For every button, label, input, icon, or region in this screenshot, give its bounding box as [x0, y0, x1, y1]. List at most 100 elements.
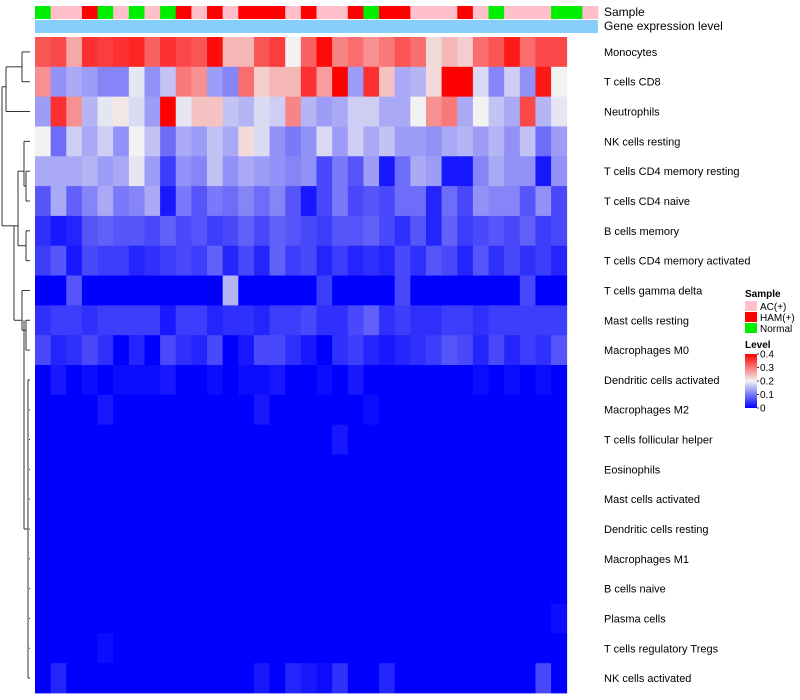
heatmap-cell — [160, 663, 177, 694]
heatmap-cell — [207, 484, 224, 515]
heatmap-cell — [551, 484, 568, 515]
heatmap-cell — [269, 454, 286, 485]
heatmap-cell — [425, 514, 443, 545]
heatmap-cell — [97, 543, 114, 575]
heatmap-cell — [316, 156, 333, 187]
heatmap-cell — [50, 484, 67, 515]
heatmap-cell — [441, 37, 458, 68]
heatmap-cell — [519, 663, 536, 694]
heatmap-cell — [253, 633, 270, 664]
heatmap-cell — [222, 335, 239, 366]
heatmap-cell — [379, 633, 396, 664]
heatmap-cell — [175, 394, 192, 426]
heatmap-cell — [66, 573, 83, 604]
heatmap-cell — [394, 573, 411, 604]
heatmap-cell — [191, 424, 208, 455]
heatmap-cell — [504, 394, 521, 426]
heatmap-cell — [347, 215, 364, 247]
heatmap-cell — [519, 126, 536, 157]
heatmap-cell — [519, 633, 536, 664]
row-label: Eosinophils — [604, 464, 661, 476]
heatmap-cell — [238, 305, 255, 336]
heatmap-cell — [551, 454, 568, 485]
heatmap-cell — [347, 96, 364, 127]
heatmap-cell — [347, 275, 364, 306]
heatmap-cell — [81, 365, 98, 396]
heatmap-cell — [97, 454, 114, 485]
heatmap-cell — [160, 394, 177, 426]
heatmap-cell — [238, 66, 255, 98]
heatmap-cell — [488, 424, 505, 455]
heatmap-cell — [97, 514, 114, 545]
heatmap-cell — [175, 156, 192, 187]
heatmap-cell — [425, 305, 443, 336]
heatmap-cell — [519, 424, 536, 455]
heatmap-cell — [519, 365, 536, 396]
heatmap-cell — [394, 305, 411, 336]
heatmap-cell — [347, 543, 364, 575]
heatmap-cell — [441, 543, 458, 575]
heatmap-cell — [285, 394, 302, 426]
heatmap-cell — [222, 245, 239, 276]
sample-cell — [582, 6, 599, 19]
heatmap-cell — [519, 573, 536, 604]
sample-cell — [316, 6, 333, 19]
heatmap-cell — [363, 514, 380, 545]
heatmap-cell — [425, 424, 443, 455]
heatmap-cell — [50, 543, 67, 575]
sample-cell — [300, 6, 317, 19]
heatmap-cell — [332, 633, 349, 664]
heatmap-cell — [113, 305, 130, 336]
heatmap-cell — [457, 365, 474, 396]
heatmap-cell — [269, 633, 286, 664]
heatmap-cell — [347, 633, 364, 664]
heatmap-cell — [332, 186, 349, 217]
heatmap-cell — [269, 543, 286, 575]
heatmap-cell — [222, 96, 239, 127]
heatmap-cell — [50, 603, 67, 634]
heatmap-cell — [269, 215, 286, 247]
heatmap-cell — [488, 663, 505, 694]
heatmap-cell — [425, 603, 443, 634]
heatmap-cell — [207, 633, 224, 664]
heatmap-cell — [410, 66, 427, 98]
heatmap-cell — [97, 573, 114, 604]
heatmap-cell — [191, 305, 208, 336]
heatmap-cell — [300, 424, 317, 455]
heatmap-cell — [253, 335, 270, 366]
heatmap-cell — [191, 335, 208, 366]
heatmap-cell — [253, 424, 270, 455]
heatmap-cell — [316, 573, 333, 604]
heatmap-cell — [394, 126, 411, 157]
heatmap-cell — [394, 424, 411, 455]
heatmap-cell — [66, 66, 83, 98]
heatmap-cell — [425, 126, 443, 157]
heatmap-cell — [441, 514, 458, 545]
heatmap-cell — [128, 335, 145, 366]
heatmap-cell — [332, 96, 349, 127]
heatmap-cell — [97, 603, 114, 634]
heatmap-cell — [441, 275, 458, 306]
heatmap-cell — [253, 275, 270, 306]
heatmap-cell — [425, 394, 443, 426]
heatmap-cell — [207, 365, 224, 396]
heatmap-cell — [35, 454, 52, 485]
heatmap-cell — [207, 275, 224, 306]
heatmap-cell — [207, 96, 224, 127]
heatmap-cell — [144, 514, 161, 545]
heatmap-cell — [363, 215, 380, 247]
heatmap-cell — [35, 543, 52, 575]
heatmap-cell — [253, 156, 270, 187]
heatmap-cell — [551, 335, 568, 366]
heatmap-cell — [81, 37, 98, 68]
heatmap-cell — [66, 484, 83, 515]
sample-cell — [144, 6, 161, 19]
heatmap-cell — [410, 126, 427, 157]
heatmap-cell — [425, 663, 443, 694]
heatmap-cell — [425, 186, 443, 217]
heatmap-cell — [519, 394, 536, 426]
heatmap-cell — [519, 37, 536, 68]
heatmap-cell — [551, 215, 568, 247]
heatmap-cell — [128, 66, 145, 98]
heatmap-cell — [410, 424, 427, 455]
